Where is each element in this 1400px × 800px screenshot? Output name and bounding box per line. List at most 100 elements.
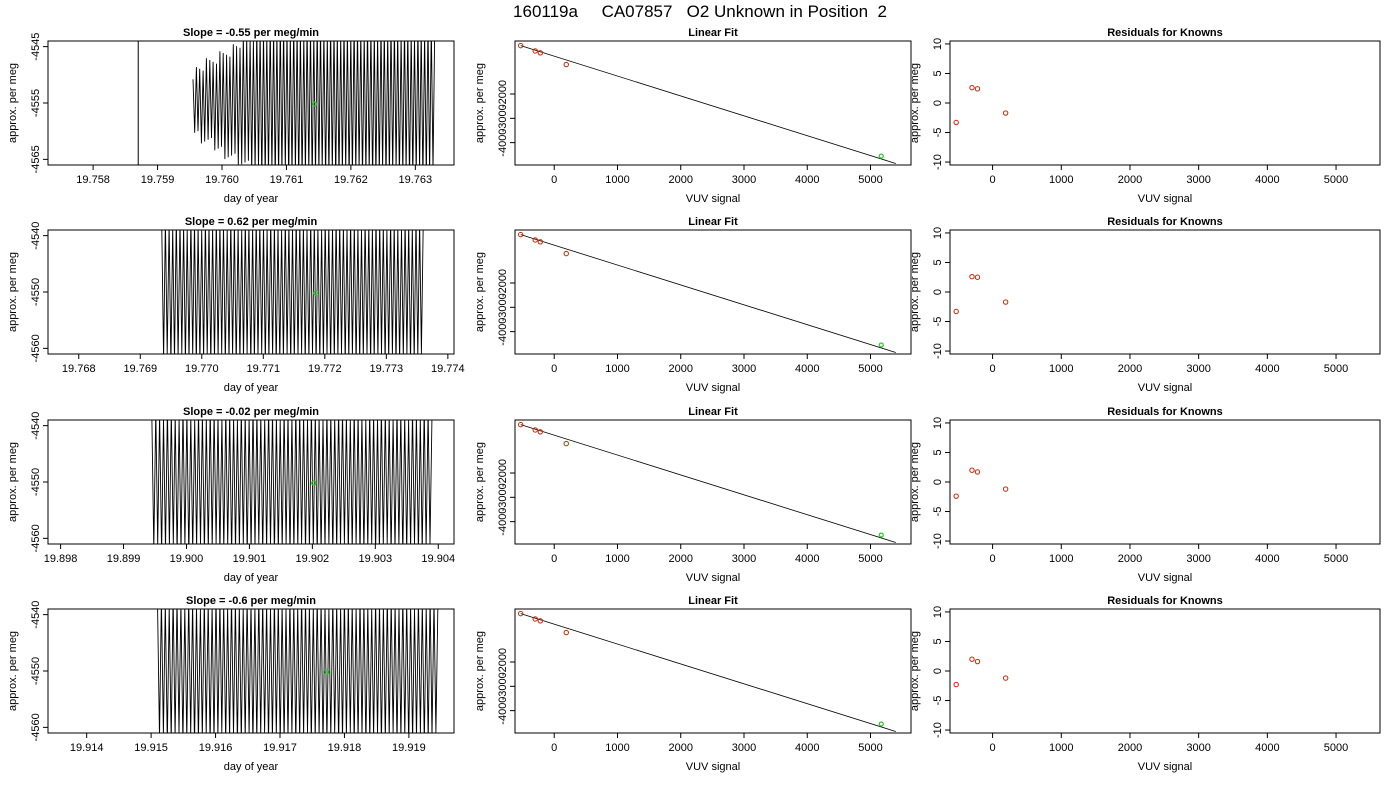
y-tick-label: -3000 [497,293,509,321]
panel-title: Linear Fit [688,216,738,228]
x-tick-label: 0 [990,174,996,186]
y-tick-label: 10 [932,606,944,618]
panel-resid-4: Residuals for Knowns 0 1000 2000 3000 4000 500… [909,595,1381,773]
x-tick-label: 19.916 [199,742,233,754]
fit-line [520,234,896,353]
y-tick-label: -10 [932,533,944,549]
y-tick-label: -2000 [497,80,509,108]
unknown-marker [312,290,319,296]
x-tick-label: 1000 [605,174,629,186]
x-axis-label: VUV signal [1138,761,1192,773]
unknown-marker [311,101,317,107]
plot-frame [949,419,1381,545]
y-axis-label: approx. per meg [7,631,19,711]
signal-trace [192,41,436,165]
y-tick-label: -4000 [497,508,509,536]
panel-fit-3: Linear Fit 0 1000 2000 3000 4000 5000 -2000-300… [474,406,912,584]
y-axis-label: approx. per meg [474,63,486,143]
plot-area [953,84,1009,126]
panel-trace-1: Slope = -0.55 per meg/min 19.758 19.759 19.… [7,27,455,205]
x-tick-label: 4000 [1255,553,1279,565]
fit-line [520,424,896,543]
y-tick-label: -3000 [497,483,509,511]
panel-fit-1: Linear Fit 0 1000 2000 3000 4000 5000 -2000-300… [474,27,912,205]
x-tick-label: 4000 [795,174,819,186]
x-tick-label: 2000 [668,363,692,375]
plot-area [517,231,896,353]
y-tick-label: -5 [932,128,944,138]
x-tick-label: 19.898 [44,553,78,565]
known-point [563,61,569,68]
x-tick-label: 19.901 [233,553,267,565]
residual-point [969,467,975,473]
unknown-marker [324,669,330,675]
x-tick-label: 4000 [1255,363,1279,375]
x-tick-label: 19.914 [70,742,104,754]
y-tick-label: 5 [932,259,944,265]
x-tick-label: 5000 [1324,174,1348,186]
x-tick-label: 19.902 [296,553,330,565]
y-tick-label: 0 [932,479,944,485]
x-tick-label: 19.900 [170,553,204,565]
fit-line [520,45,896,164]
x-tick-label: 3000 [1186,553,1210,565]
x-tick-label: 19.899 [107,553,141,565]
y-tick-label: -10 [932,722,944,738]
x-tick-label: 1000 [1049,553,1073,565]
x-axis-label: VUV signal [1138,193,1192,205]
y-axis-label: approx. per meg [474,631,486,711]
x-tick-label: 1000 [1049,742,1073,754]
y-tick-label: -4550 [30,278,42,306]
x-axis-label: VUV signal [1138,572,1192,584]
y-tick-label: 5 [932,70,944,76]
x-tick-label: 3000 [732,553,756,565]
unknown-point [878,153,884,159]
residual-point [1002,675,1009,681]
x-axis-label: day of year [224,572,279,584]
x-tick-label: 2000 [668,553,692,565]
y-tick-label: -4565 [30,145,42,173]
plot-frame [514,40,912,166]
y-tick-label: -2000 [497,269,509,297]
x-tick-label: 4000 [795,553,819,565]
residual-point [953,493,959,499]
y-tick-label: 10 [932,38,944,50]
plot-frame [949,608,1381,734]
x-tick-label: 0 [990,742,996,754]
y-axis-label: approx. per meg [474,442,486,522]
x-tick-label: 2000 [668,174,692,186]
residual-point [1002,486,1009,492]
residual-point [969,656,975,662]
known-point [532,427,538,433]
x-tick-label: 19.774 [431,363,465,375]
plot-area [517,42,896,164]
plot-area [151,420,433,544]
panel-resid-1: Residuals for Knowns 0 1000 2000 3000 4000 500… [909,27,1381,205]
x-axis-label: VUV signal [686,761,740,773]
x-tick-label: 3000 [1186,742,1210,754]
panel-title: Slope = -0.02 per meg/min [183,406,319,418]
x-tick-label: 19.773 [370,363,404,375]
panel-title: Slope = -0.6 per meg/min [186,595,316,607]
x-tick-label: 3000 [1186,363,1210,375]
known-point [517,421,524,428]
x-tick-label: 4000 [1255,742,1279,754]
x-tick-label: 19.771 [246,363,280,375]
y-tick-label: -10 [932,343,944,359]
x-tick-label: 3000 [732,742,756,754]
x-axis-label: day of year [224,382,279,394]
x-tick-label: 19.768 [62,363,96,375]
x-tick-label: 2000 [1118,174,1142,186]
y-tick-label: -4540 [30,412,42,440]
x-tick-label: 19.763 [399,174,433,186]
x-tick-label: 1000 [1049,174,1073,186]
x-tick-label: 1000 [605,742,629,754]
panel-trace-3: Slope = -0.02 per meg/min 19.898 19.899 19.… [7,406,455,584]
y-tick-label: 0 [932,289,944,295]
known-point [517,42,524,49]
x-tick-label: 0 [990,553,996,565]
known-point [563,629,569,636]
plot-frame [514,419,912,545]
residual-point [969,84,975,91]
x-tick-label: 3000 [1186,174,1210,186]
